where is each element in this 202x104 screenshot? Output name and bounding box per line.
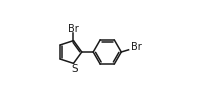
Text: Br: Br — [68, 24, 79, 34]
Text: S: S — [72, 64, 78, 74]
Text: Br: Br — [131, 42, 141, 52]
